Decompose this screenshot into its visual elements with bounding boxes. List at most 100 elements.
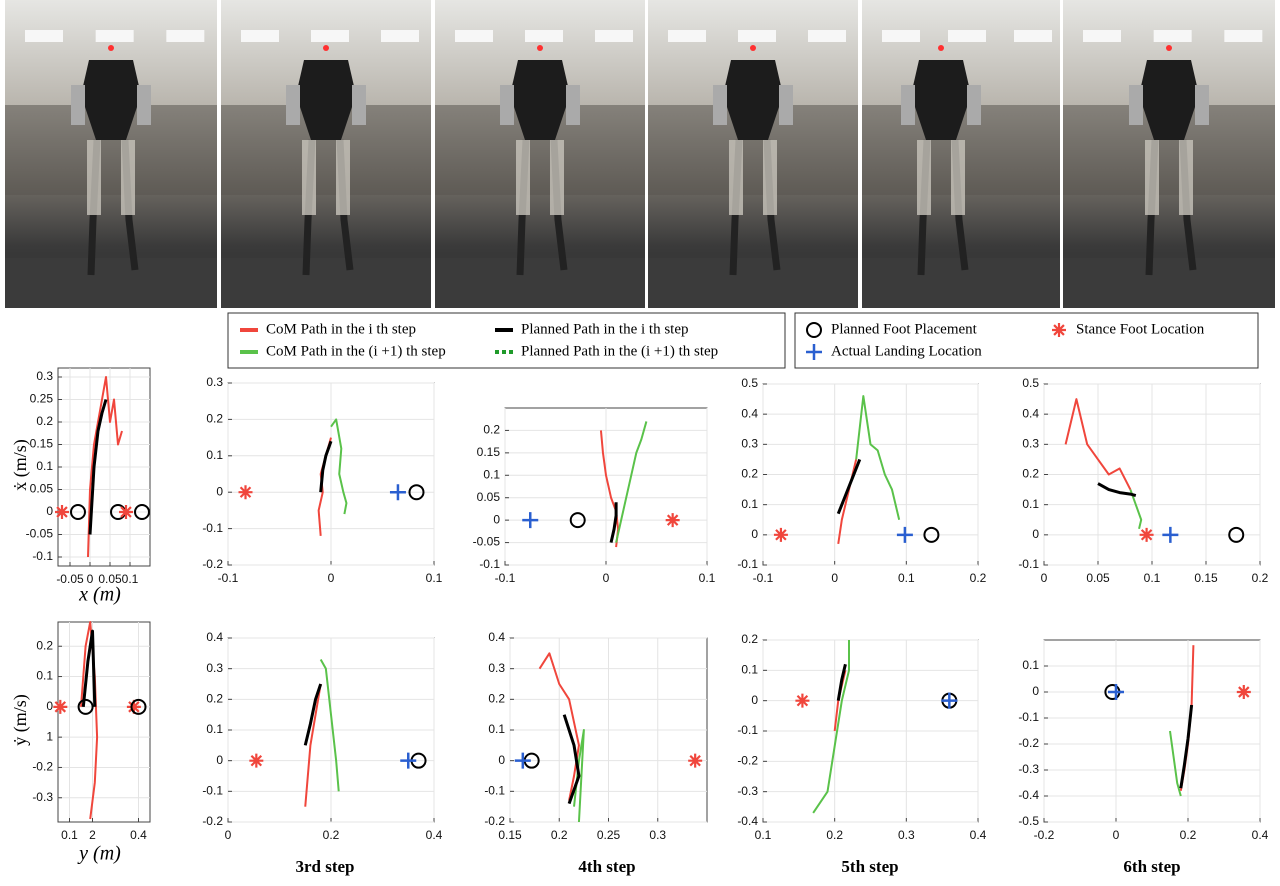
y-tick-label: -0.2: [202, 814, 223, 828]
x-tick-label: 0: [831, 571, 838, 585]
y-tick-label: 0.2: [1022, 467, 1039, 481]
x-axis-label: x (m): [78, 584, 121, 606]
y-tick-label: -0.4: [1018, 788, 1039, 802]
x-tick-label: 0.05: [98, 572, 122, 586]
x-tick-label: 0.3: [898, 828, 915, 842]
y-tick-label: -0.1: [32, 549, 53, 563]
legend-label: Planned Path in the i th step: [521, 321, 688, 337]
panel: -0.100.1-0.2-0.100.10.20.3: [202, 375, 442, 585]
y-tick-label: 0.1: [206, 448, 223, 462]
x-tick-label: 0.15: [498, 828, 522, 842]
panel: -0.0500.050.1-0.1-0.0500.050.10.150.20.2…: [26, 368, 150, 586]
y-axis-label: ẏ (m/s): [10, 694, 31, 746]
y-tick-label: -0.1: [737, 557, 758, 571]
y-tick-label: 0: [1032, 684, 1039, 698]
photo: [221, 0, 431, 308]
y-tick-label: 0.1: [483, 467, 500, 481]
y-tick-label: 0.2: [36, 414, 53, 428]
y-tick-label: -0.1: [1018, 710, 1039, 724]
stance-marker: [666, 513, 680, 527]
y-tick-label: 0: [498, 753, 505, 767]
panel: 0.120.4-0.3-0.2100.10.2: [32, 622, 150, 842]
x-tick-label: 0.05: [1086, 571, 1110, 585]
panel: 0.10.20.30.4-0.4-0.3-0.2-0.100.10.2: [737, 632, 986, 842]
y-tick-label: 0.1: [1022, 497, 1039, 511]
x-tick-label: 0.1: [755, 828, 772, 842]
x-tick-label: 0.25: [597, 828, 621, 842]
stance-marker: [1052, 323, 1066, 337]
y-tick-label: -0.2: [737, 754, 758, 768]
x-tick-label: -0.1: [753, 571, 774, 585]
x-tick-label: 0: [603, 571, 610, 585]
y-tick-label: 0: [216, 753, 223, 767]
x-tick-label: 0.1: [898, 571, 915, 585]
x-tick-label: 0.2: [970, 571, 987, 585]
y-tick-label: -0.3: [32, 790, 53, 804]
x-tick-label: 0.1: [1144, 571, 1161, 585]
x-tick-label: 0.4: [970, 828, 987, 842]
y-tick-label: -0.2: [202, 557, 223, 571]
stance-marker: [1237, 685, 1251, 699]
y-tick-label: 0.3: [206, 661, 223, 675]
x-tick-label: 0.2: [1180, 828, 1197, 842]
y-tick-label: 0.3: [488, 661, 505, 675]
x-tick-label: 0: [328, 571, 335, 585]
y-tick-label: 0: [1032, 527, 1039, 541]
photo: [648, 0, 858, 308]
y-tick-label: -0.1: [202, 784, 223, 798]
stance-marker: [239, 485, 253, 499]
step-label: 4th step: [578, 857, 635, 876]
y-tick-label: 0.05: [30, 482, 54, 496]
x-tick-label: 0.15: [1194, 571, 1218, 585]
x-tick-label: -0.2: [1034, 828, 1055, 842]
y-tick-label: 0.3: [36, 369, 53, 383]
x-tick-label: 0: [1113, 828, 1120, 842]
legend-label: Planned Path in the (i +1) th step: [521, 343, 718, 359]
y-tick-label: 0: [46, 699, 53, 713]
x-tick-label: 0: [1041, 571, 1048, 585]
stance-marker: [774, 528, 788, 542]
x-tick-label: 0.3: [649, 828, 666, 842]
x-tick-label: 0.2: [323, 828, 340, 842]
plot-area: [1044, 640, 1260, 822]
y-tick-label: 0.1: [36, 669, 53, 683]
y-tick-label: 0.5: [741, 376, 758, 390]
photo-strip: [5, 0, 1275, 308]
y-tick-label: 0.2: [741, 632, 758, 646]
x-tick-label: 0: [225, 828, 232, 842]
y-tick-label: -0.3: [1018, 762, 1039, 776]
y-tick-label: 0.4: [206, 630, 223, 644]
photo: [1063, 0, 1275, 308]
stance-marker: [688, 754, 702, 768]
stance-marker: [55, 505, 69, 519]
x-tick-label: 0.1: [426, 571, 443, 585]
y-tick-label: 0.4: [488, 630, 505, 644]
y-tick-label: 0.2: [488, 692, 505, 706]
x-tick-label: -0.1: [495, 571, 516, 585]
y-tick-label: 0.2: [206, 692, 223, 706]
y-tick-label: -0.2: [32, 760, 53, 774]
y-tick-label: 0.1: [741, 663, 758, 677]
x-tick-label: 0.2: [826, 828, 843, 842]
y-tick-label: 0: [46, 504, 53, 518]
y-tick-label: 0: [751, 527, 758, 541]
y-tick-label: 0: [216, 484, 223, 498]
y-tick-label: -0.1: [479, 557, 500, 571]
y-tick-label: -0.1: [737, 723, 758, 737]
y-tick-label: -0.1: [1018, 557, 1039, 571]
y-tick-label: -0.05: [473, 535, 501, 549]
y-tick-label: 0.15: [30, 437, 54, 451]
y-tick-label: -0.5: [1018, 814, 1039, 828]
step-label: 5th step: [841, 857, 898, 876]
stance-marker: [119, 505, 133, 519]
step-label: 3rd step: [295, 857, 354, 876]
y-tick-label: 0.2: [741, 467, 758, 481]
panel: 00.050.10.150.2-0.100.10.20.30.40.5: [1018, 376, 1268, 585]
stance-marker: [249, 754, 263, 768]
x-tick-label: 2: [89, 828, 96, 842]
y-tick-label: 0.3: [1022, 437, 1039, 451]
x-tick-label: 0.4: [130, 828, 147, 842]
legend-label: CoM Path in the i th step: [266, 321, 416, 337]
x-tick-label: 0.2: [1252, 571, 1269, 585]
